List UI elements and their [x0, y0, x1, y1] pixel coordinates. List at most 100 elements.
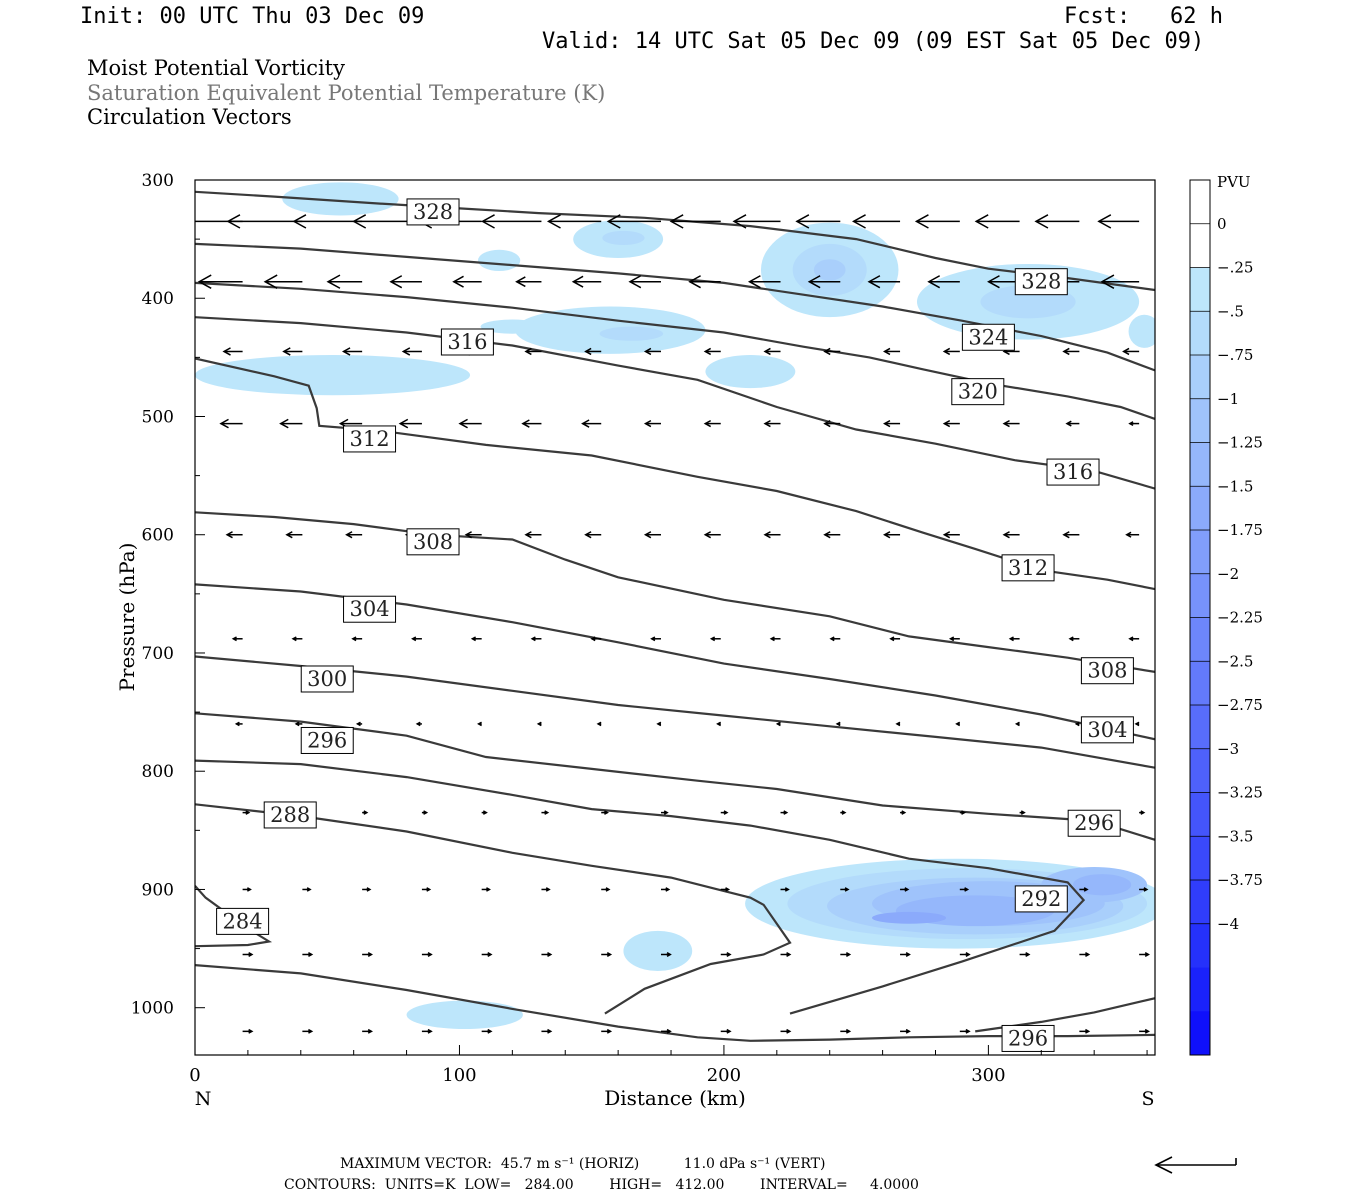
colorbar-tick-label: −3.75 — [1217, 871, 1263, 889]
colorbar-tick-label: −.25 — [1217, 259, 1253, 277]
vector-head — [294, 721, 300, 727]
contour-label: 304 — [349, 597, 389, 621]
plot-frame — [194, 179, 1156, 1056]
wind-vector — [987, 275, 1020, 289]
vector-head — [726, 1028, 732, 1034]
wind-vector — [628, 275, 661, 289]
vector-head — [547, 1028, 553, 1034]
vector-head — [464, 531, 472, 539]
vector-head — [965, 952, 971, 957]
vector-head — [596, 721, 602, 727]
wind-vector — [530, 636, 542, 642]
contour-label: 328 — [1021, 270, 1061, 294]
wind-vector — [720, 887, 731, 892]
wind-vector — [546, 214, 602, 229]
vector-head — [904, 887, 910, 892]
pv-region — [705, 355, 796, 389]
vector-head — [763, 419, 771, 428]
contour-label: 312 — [1008, 556, 1048, 580]
vector-head — [1083, 887, 1089, 892]
colorbar-tick-label: −3.25 — [1217, 784, 1263, 802]
colorbar-swatch — [1190, 180, 1210, 225]
wind-vector — [660, 810, 669, 815]
vector-head — [889, 636, 895, 642]
vector-head — [306, 887, 312, 892]
vector-head — [345, 531, 353, 539]
vector-head — [263, 274, 278, 289]
vector-head — [470, 636, 476, 642]
vector-head — [883, 347, 891, 356]
vector-head — [726, 952, 732, 957]
colorbar-swatch — [1190, 311, 1210, 356]
colorbar-swatch — [1190, 617, 1210, 662]
vector-head — [1143, 887, 1149, 892]
vector-head — [650, 636, 656, 642]
wind-vector — [780, 1028, 792, 1034]
y-tick-label: 500 — [142, 407, 174, 427]
vector-head — [536, 721, 542, 727]
wind-vector — [1139, 887, 1149, 892]
vector-head — [571, 275, 584, 288]
vector-head — [545, 887, 551, 892]
vector-head — [352, 214, 367, 229]
vector-head — [355, 721, 361, 727]
contour-line — [195, 885, 273, 948]
contour-label-box — [1067, 809, 1121, 837]
vector-head — [1140, 810, 1146, 815]
wind-vector — [650, 636, 661, 642]
wind-vector — [720, 952, 732, 957]
wind-vector — [1019, 810, 1026, 815]
y-axis-label: Pressure (hPa) — [115, 543, 139, 692]
wind-vector — [197, 274, 243, 289]
pv-region — [480, 319, 545, 334]
y-tick-label: 1000 — [131, 999, 174, 1019]
vector-head — [401, 347, 411, 356]
pv-region — [872, 911, 947, 924]
contour-label-box — [1046, 458, 1100, 486]
wind-vector — [1134, 721, 1140, 727]
vector-head — [487, 1028, 493, 1034]
wind-vector — [807, 275, 841, 289]
wind-vector — [596, 721, 602, 727]
wind-vector — [643, 419, 661, 428]
vector-head — [225, 531, 233, 539]
colorbar-tick-label: −4 — [1217, 915, 1239, 933]
contour-label-box — [1014, 268, 1068, 296]
wind-vector — [747, 275, 781, 289]
wind-vector — [660, 887, 671, 892]
vector-head — [1144, 1028, 1150, 1034]
contour-label-box — [1014, 885, 1068, 913]
wind-vector — [351, 636, 363, 642]
vector-head — [823, 419, 831, 428]
pv-region — [1128, 314, 1155, 348]
wind-vector — [643, 347, 661, 356]
wind-vector — [1128, 636, 1140, 642]
colorbar-tick-label: −1 — [1217, 390, 1239, 408]
wind-vector — [867, 275, 901, 289]
contour-label: 308 — [1087, 659, 1127, 683]
wind-vector — [1125, 531, 1140, 538]
colorbar-swatch — [1190, 442, 1210, 487]
wind-vector — [656, 721, 662, 727]
vector-head — [486, 887, 491, 892]
colorbar-swatch — [1190, 705, 1210, 750]
wind-vector — [524, 531, 542, 539]
contour-label-box — [263, 801, 317, 829]
wind-vector — [1074, 721, 1080, 727]
pv-region — [477, 249, 521, 272]
vector-head — [282, 347, 291, 356]
contour-line — [195, 803, 792, 1015]
contour-line — [195, 759, 1086, 1015]
vector-head — [480, 214, 495, 229]
wind-vector — [900, 810, 907, 815]
vector-head — [521, 419, 530, 428]
vector-head — [725, 887, 731, 892]
vector-head — [427, 952, 433, 957]
vector-head — [544, 810, 550, 815]
vector-head — [709, 636, 716, 642]
vector-head — [1122, 347, 1130, 356]
y-tick-label: 400 — [142, 289, 174, 309]
north-label: N — [195, 1088, 212, 1110]
contour-label-box — [300, 726, 354, 754]
vector-head — [942, 531, 951, 539]
